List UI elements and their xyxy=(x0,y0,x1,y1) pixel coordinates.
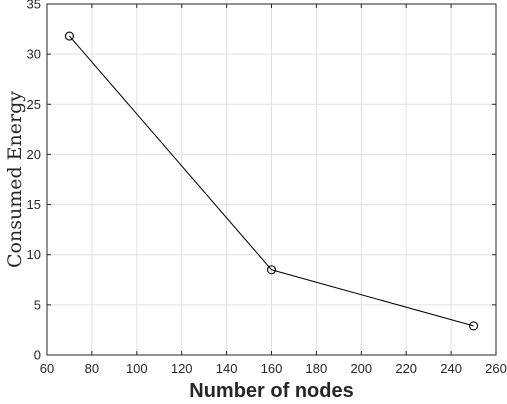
data-point-marker xyxy=(468,321,479,331)
ticks xyxy=(46,3,497,356)
x-tick-label: 120 xyxy=(171,361,193,376)
x-axis-label: Number of nodes xyxy=(189,380,353,402)
x-tick-label: 140 xyxy=(216,361,238,376)
x-tick-label: 160 xyxy=(261,361,283,376)
y-tick-label: 30 xyxy=(27,47,41,62)
x-tick-label: 260 xyxy=(485,361,507,376)
x-tick-label: 200 xyxy=(350,361,372,376)
x-tick-label: 180 xyxy=(306,361,328,376)
y-tick-label: 0 xyxy=(34,348,41,363)
x-tick-label: 60 xyxy=(40,361,54,376)
x-tick-label: 80 xyxy=(85,361,99,376)
series xyxy=(64,31,479,331)
x-tick-label: 100 xyxy=(126,361,148,376)
x-tick-label: 220 xyxy=(395,361,417,376)
series-line xyxy=(69,35,474,327)
y-tick-label: 15 xyxy=(27,197,41,212)
y-axis-label: Consumed Energy xyxy=(4,91,26,268)
y-tick-label: 5 xyxy=(34,297,41,312)
y-tick-label: 35 xyxy=(27,0,41,12)
x-tick-label: 240 xyxy=(440,361,462,376)
tick-labels: 60 80 100 120 140 160 180 200 220 240 260 0 5 10 15 20 2… xyxy=(27,0,507,376)
y-tick-label: 10 xyxy=(27,247,41,262)
data-point-marker xyxy=(266,265,277,275)
grid xyxy=(46,3,497,356)
y-tick-label: 20 xyxy=(27,147,41,162)
y-tick-label: 25 xyxy=(27,97,41,112)
data-point-marker xyxy=(64,31,74,41)
